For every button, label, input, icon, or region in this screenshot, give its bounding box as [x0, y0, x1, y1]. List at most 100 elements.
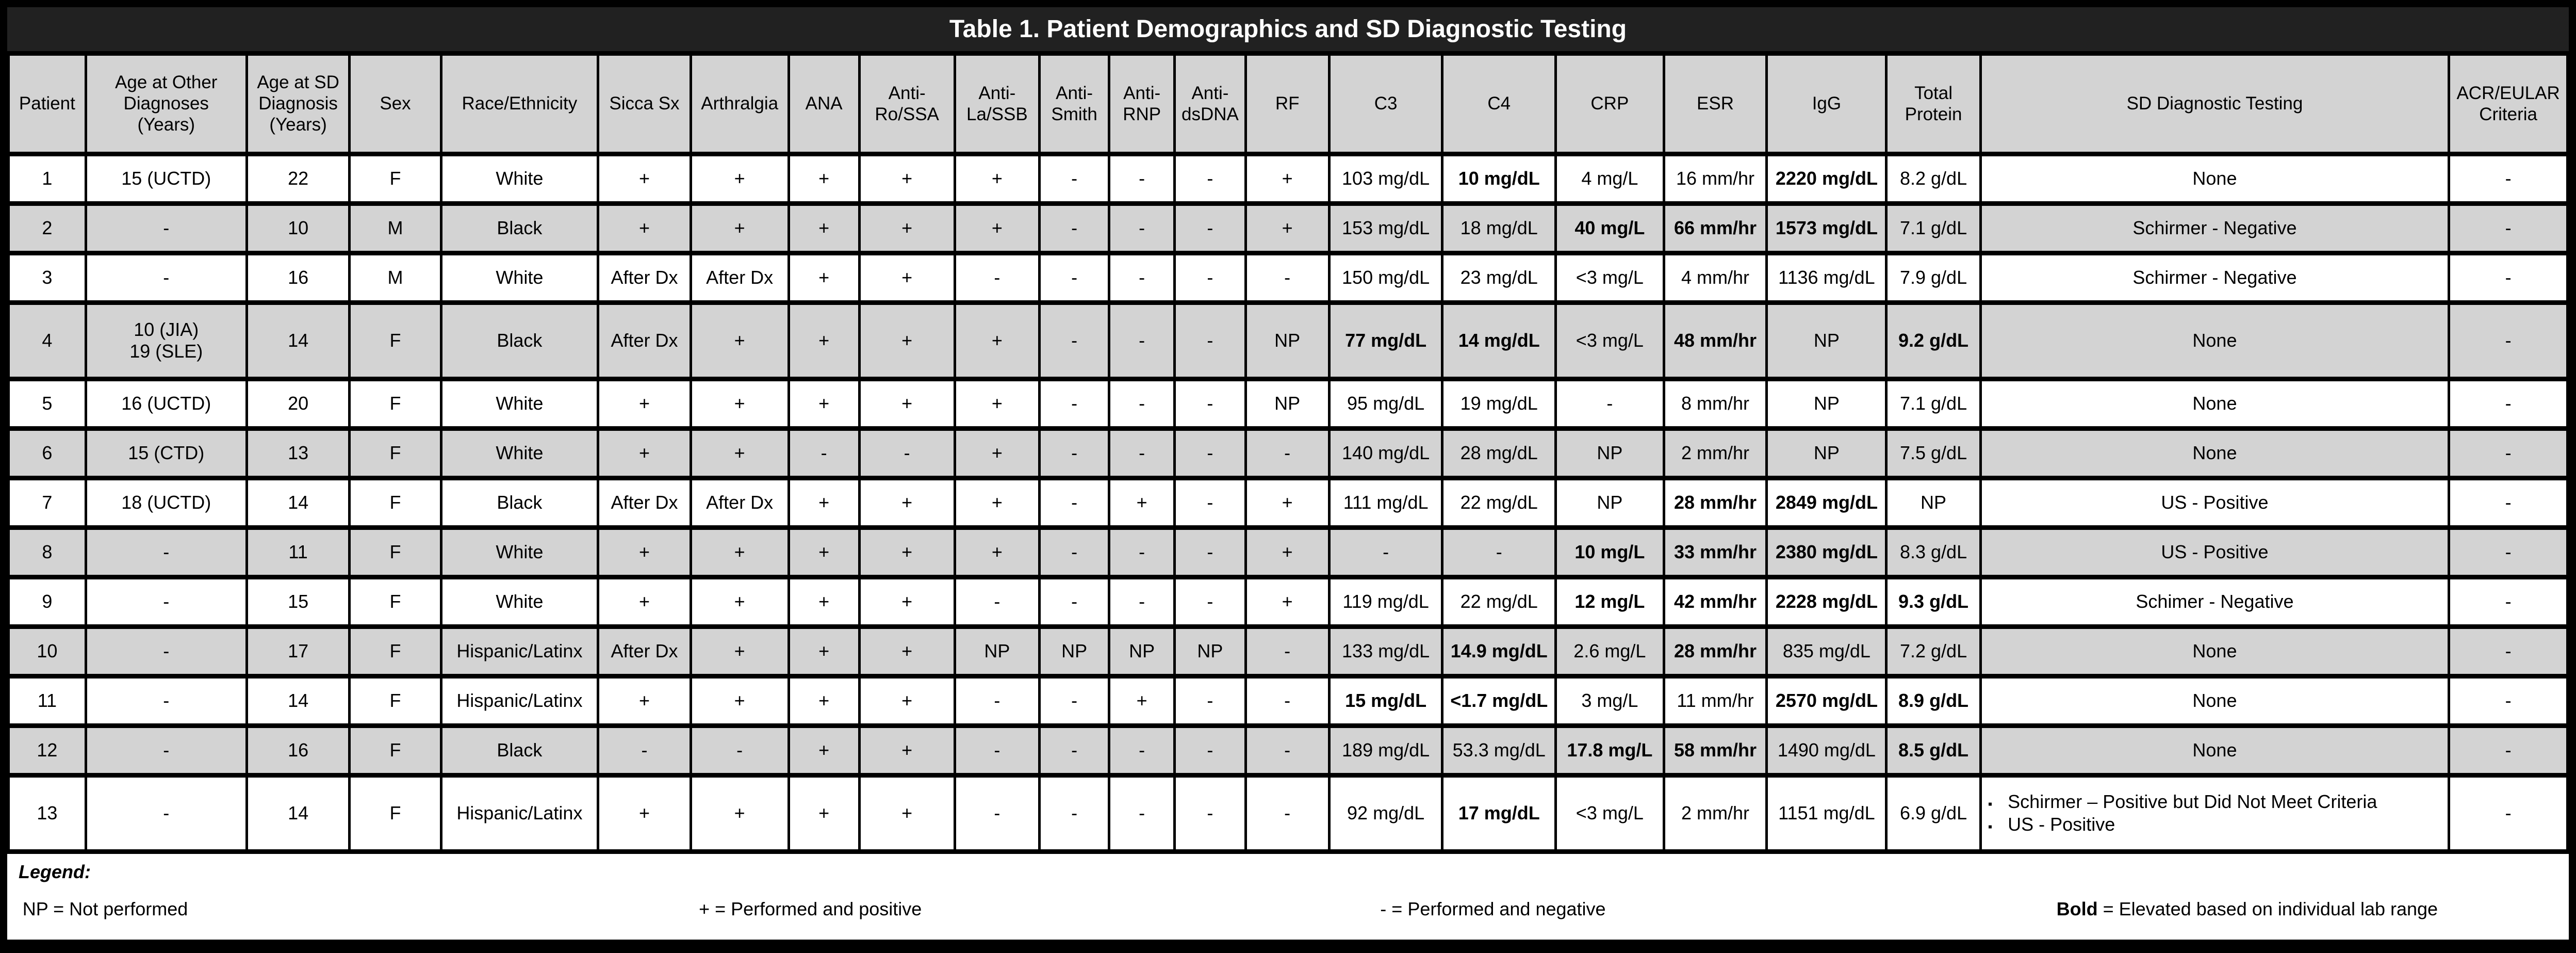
cell-row7-sd-testing: US - Positive	[1979, 475, 2451, 530]
col-header-anti-rnp: Anti- RNP	[1107, 51, 1176, 156]
cell-row11-acr-eular-criteria: -	[2448, 673, 2569, 728]
cell-row3-patient: 3	[7, 250, 87, 305]
cell-row8-ana: +	[787, 525, 861, 579]
cell-row12-esr: 58 mm/hr	[1662, 723, 1768, 778]
cell-row13-anti-dsdna: -	[1173, 772, 1247, 854]
cell-row10-c3: 133 mg/dL	[1327, 624, 1444, 679]
cell-row9-c3: 119 mg/dL	[1327, 574, 1444, 629]
cell-row10-c4: 14.9 mg/dL	[1441, 624, 1557, 679]
cell-row7-igg: 2849 mg/dL	[1765, 475, 1888, 530]
cell-row2-total-protein: 7.1 g/dL	[1885, 201, 1982, 255]
cell-row8-sex: F	[348, 525, 442, 579]
cell-row4-total-protein: 9.2 g/dL	[1885, 300, 1982, 381]
cell-row1-anti-rnp: -	[1107, 151, 1176, 206]
legend-item-3: - = Performed and negative	[1380, 898, 1606, 919]
cell-row5-patient: 5	[7, 376, 87, 431]
col-header-c4: C4	[1441, 51, 1557, 156]
cell-row1-patient: 1	[7, 151, 87, 206]
cell-row5-sicca-sx: +	[597, 376, 692, 431]
cell-row5-age-sd-dx: 20	[245, 376, 351, 431]
cell-row13-age-sd-dx: 14	[245, 772, 351, 854]
cell-row6-rf: -	[1244, 426, 1331, 480]
col-header-rf: RF	[1244, 51, 1331, 156]
cell-row11-anti-rnp: +	[1107, 673, 1176, 728]
cell-row10-sd-testing: None	[1979, 624, 2451, 679]
cell-row8-anti-smith: -	[1038, 525, 1110, 579]
table-row-12: 12-16 F Black - - + + - - - - -189 mg/dL 53.3 mg/dL 1…	[7, 723, 2569, 778]
cell-row13-arthralgia: +	[689, 772, 790, 854]
cell-row2-c3: 153 mg/dL	[1327, 201, 1444, 255]
cell-row9-anti-rnp: -	[1107, 574, 1176, 629]
cell-row13-total-protein: 6.9 g/dL	[1885, 772, 1982, 854]
cell-row13-ana: +	[787, 772, 861, 854]
cell-row10-esr: 28 mm/hr	[1662, 624, 1768, 679]
cell-row1-total-protein: 8.2 g/dL	[1885, 151, 1982, 206]
cell-row5-c4: 19 mg/dL	[1441, 376, 1557, 431]
cell-row4-sd-testing: None	[1979, 300, 2451, 381]
cell-row2-crp: 40 mg/L	[1554, 201, 1665, 255]
cell-row13-c3: 92 mg/dL	[1327, 772, 1444, 854]
cell-row10-anti-dsdna: NP	[1173, 624, 1247, 679]
cell-row9-crp: 12 mg/L	[1554, 574, 1665, 629]
cell-row5-anti-la-ssb: +	[953, 376, 1041, 431]
cell-row8-crp: 10 mg/L	[1554, 525, 1665, 579]
cell-row13-sd-testing: ▪ Schirmer – Positive but Did Not Meet Cr…	[1979, 772, 2451, 854]
legend-item-1: NP = Not performed	[22, 898, 188, 919]
table-row-9: 9-15 F White + + + + - - - - +119 mg/dL 22 mg/dL 12 m…	[7, 574, 2569, 629]
col-header-igg: IgG	[1765, 51, 1888, 156]
cell-row12-anti-rnp: -	[1107, 723, 1176, 778]
cell-row9-sd-testing: Schimer - Negative	[1979, 574, 2451, 629]
cell-row3-igg: 1136 mg/dL	[1765, 250, 1888, 305]
legend-item-4: Bold = Elevated based on individual lab …	[2056, 898, 2438, 919]
cell-row13-esr: 2 mm/hr	[1662, 772, 1768, 854]
cell-row6-anti-la-ssb: +	[953, 426, 1041, 480]
cell-row4-sicca-sx: After Dx	[597, 300, 692, 381]
cell-row11-age-sd-dx: 14	[245, 673, 351, 728]
col-header-age-sd-dx: Age at SD Diagnosis (Years)	[245, 51, 351, 156]
cell-row11-race-ethnicity: Hispanic/Latinx	[439, 673, 600, 728]
cell-row3-c4: 23 mg/dL	[1441, 250, 1557, 305]
col-header-total-protein: Total Protein	[1885, 51, 1982, 156]
cell-row2-race-ethnicity: Black	[439, 201, 600, 255]
square-bullet-icon: ▪	[1988, 820, 1993, 834]
cell-row9-age-sd-dx: 15	[245, 574, 351, 629]
cell-row1-anti-ro-ssa: +	[858, 151, 956, 206]
cell-row7-anti-ro-ssa: +	[858, 475, 956, 530]
cell-row8-rf: +	[1244, 525, 1331, 579]
cell-row1-anti-smith: -	[1038, 151, 1110, 206]
cell-row1-rf: +	[1244, 151, 1331, 206]
cell-row11-rf: -	[1244, 673, 1331, 728]
legend-items-row: NP = Not performed + = Performed and posi…	[7, 898, 2569, 925]
cell-row12-igg: 1490 mg/dL	[1765, 723, 1888, 778]
cell-row4-esr: 48 mm/hr	[1662, 300, 1768, 381]
cell-row4-sex: F	[348, 300, 442, 381]
cell-row2-anti-rnp: -	[1107, 201, 1176, 255]
bullet-text: Schirmer – Positive but Did Not Meet Cri…	[2008, 790, 2377, 812]
cell-row1-c3: 103 mg/dL	[1327, 151, 1444, 206]
cell-row5-anti-rnp: -	[1107, 376, 1176, 431]
cell-row13-rf: -	[1244, 772, 1331, 854]
cell-row7-esr: 28 mm/hr	[1662, 475, 1768, 530]
cell-row9-age-other-dx: -	[84, 574, 248, 629]
cell-row12-sd-testing: None	[1979, 723, 2451, 778]
cell-row3-acr-eular-criteria: -	[2448, 250, 2569, 305]
cell-row5-crp: -	[1554, 376, 1665, 431]
cell-row8-race-ethnicity: White	[439, 525, 600, 579]
cell-row9-rf: +	[1244, 574, 1331, 629]
cell-row10-age-sd-dx: 17	[245, 624, 351, 679]
cell-row4-ana: +	[787, 300, 861, 381]
cell-row6-sex: F	[348, 426, 442, 480]
cell-row9-sicca-sx: +	[597, 574, 692, 629]
cell-row11-age-other-dx: -	[84, 673, 248, 728]
cell-row10-anti-smith: NP	[1038, 624, 1110, 679]
cell-row3-anti-la-ssb: -	[953, 250, 1041, 305]
cell-row7-race-ethnicity: Black	[439, 475, 600, 530]
table-row-5: 5 16 (UCTD) 20 F White + + + + + - - - NP 95 mg/dL 19 m…	[7, 376, 2569, 431]
cell-row3-sicca-sx: After Dx	[597, 250, 692, 305]
cell-row4-race-ethnicity: Black	[439, 300, 600, 381]
cell-row11-patient: 11	[7, 673, 87, 728]
cell-row4-arthralgia: +	[689, 300, 790, 381]
cell-row4-age-sd-dx: 14	[245, 300, 351, 381]
cell-row7-anti-la-ssb: +	[953, 475, 1041, 530]
cell-row5-age-other-dx: 16 (UCTD)	[84, 376, 248, 431]
